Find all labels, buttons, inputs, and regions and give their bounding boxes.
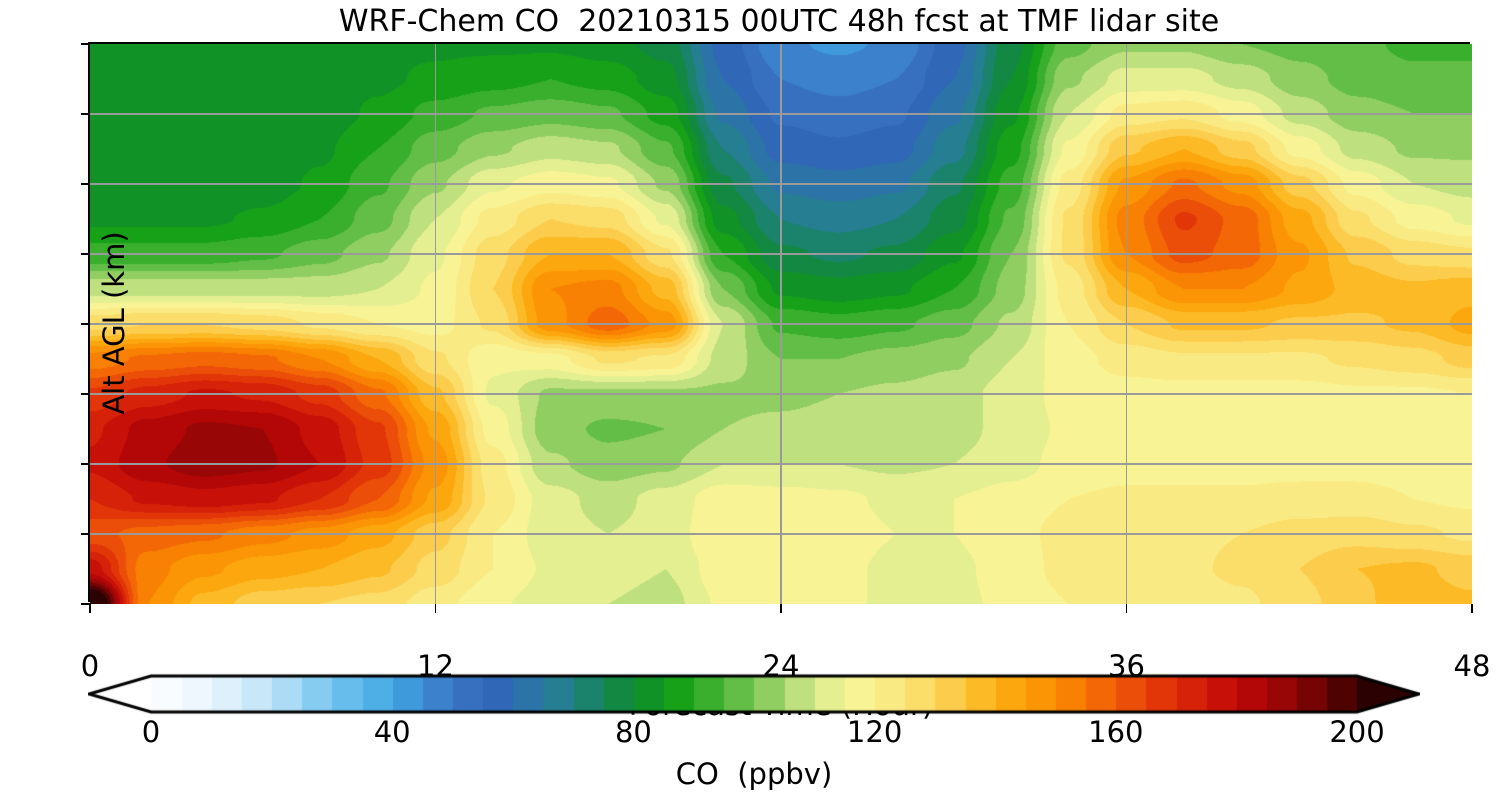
contour-plot-axes: 012345678012243648 Alt AGL (km) Forecast… xyxy=(81,42,1490,722)
x-tick-mark xyxy=(89,604,91,613)
colorbar-tick-label: 40 xyxy=(373,715,411,749)
y-tick-mark xyxy=(81,253,90,255)
colorbar-tick-label: 120 xyxy=(846,715,903,749)
x-tick-mark xyxy=(434,604,437,613)
y-tick-mark xyxy=(81,393,90,395)
x-tick-label: 48 xyxy=(1453,649,1491,683)
colorbar-tick-label: 80 xyxy=(614,715,652,749)
y-axis-title: Alt AGL (km) xyxy=(97,231,131,415)
co-contour-field xyxy=(90,44,1472,604)
y-tick-mark xyxy=(81,533,90,535)
y-tick-mark xyxy=(81,183,90,185)
colorbar-tick-label: 160 xyxy=(1088,715,1144,749)
y-tick-mark xyxy=(81,323,90,325)
y-tick-mark xyxy=(81,463,90,465)
colorbar-tick-label: 0 xyxy=(141,715,161,749)
colorbar xyxy=(88,672,1420,716)
x-tick-mark xyxy=(1125,604,1128,613)
y-tick-mark xyxy=(81,113,90,115)
colorbar-gradient xyxy=(88,672,1420,716)
x-tick-mark xyxy=(1471,604,1473,613)
x-tick-mark xyxy=(780,604,782,613)
page-title: WRF-Chem CO 20210315 00UTC 48h fcst at T… xyxy=(338,4,1220,39)
colorbar-title: CO (ppbv) xyxy=(675,757,833,791)
y-tick-mark xyxy=(81,603,90,605)
colorbar-tick-label: 200 xyxy=(1329,715,1385,749)
y-tick-mark xyxy=(81,43,90,45)
